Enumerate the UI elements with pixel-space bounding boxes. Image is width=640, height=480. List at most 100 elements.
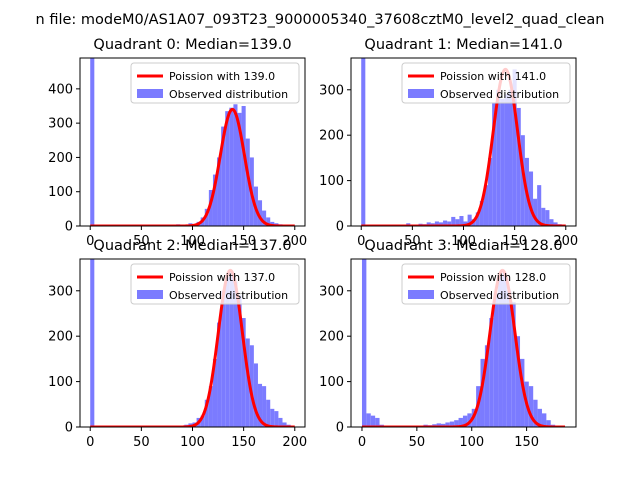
x-tick-label: 100 bbox=[180, 435, 205, 450]
hist-bar bbox=[200, 415, 205, 427]
hist-bar bbox=[480, 358, 485, 427]
hist-bar bbox=[512, 69, 517, 226]
y-tick-label: 200 bbox=[48, 151, 73, 166]
hist-bar bbox=[270, 221, 275, 226]
hist-bar bbox=[266, 399, 271, 427]
hist-bar bbox=[459, 216, 464, 226]
hist-bar bbox=[278, 417, 283, 427]
hist-bar bbox=[533, 399, 538, 427]
hist-bar bbox=[249, 345, 254, 427]
hist-bar bbox=[528, 386, 534, 427]
hist-bar bbox=[479, 201, 484, 226]
hist-bar bbox=[498, 277, 503, 427]
plot-area bbox=[89, 259, 296, 427]
hist-bar bbox=[282, 422, 287, 427]
hist-bar bbox=[262, 210, 267, 226]
hist-bar bbox=[241, 106, 246, 226]
hist-bar bbox=[445, 422, 450, 427]
hist-bar bbox=[253, 363, 258, 427]
hist-bar bbox=[553, 222, 558, 226]
x-tick-label: 200 bbox=[553, 234, 578, 249]
legend-label: Observed distribution bbox=[440, 88, 559, 101]
hist-bar bbox=[533, 198, 538, 226]
legend-hist-swatch bbox=[137, 290, 163, 299]
plot-area bbox=[361, 259, 566, 427]
hist-bar bbox=[257, 200, 263, 226]
hist-bar bbox=[537, 185, 542, 226]
chart-panel-1: 0 50 100 150 200 0 100 200 300 Quadrant 1: Median… bbox=[319, 37, 578, 249]
hist-bar bbox=[233, 104, 238, 226]
hist-bar bbox=[233, 281, 238, 427]
hist-bar bbox=[245, 138, 250, 226]
hist-bar bbox=[436, 423, 441, 427]
legend-box bbox=[401, 62, 571, 104]
hist-bar bbox=[438, 222, 444, 226]
x-tick-label: 200 bbox=[282, 435, 307, 450]
y-tick-label: 300 bbox=[319, 284, 344, 299]
hist-bar bbox=[541, 207, 546, 226]
hist-bar bbox=[361, 259, 367, 427]
hist-bar bbox=[375, 417, 380, 427]
hist-bar bbox=[225, 111, 230, 226]
hist-bar bbox=[434, 221, 439, 226]
hist-bar bbox=[467, 214, 472, 226]
chart-title: Quadrant 2: Median=137.0 bbox=[93, 238, 291, 254]
hist-bar bbox=[241, 318, 246, 427]
hist-bar bbox=[237, 112, 242, 226]
x-tick-label: 100 bbox=[459, 435, 484, 450]
hist-bar bbox=[208, 190, 213, 226]
hist-bar bbox=[545, 210, 550, 226]
hist-bar bbox=[426, 222, 431, 226]
hist-bar bbox=[520, 358, 525, 427]
legend-box bbox=[130, 62, 300, 104]
y-tick-label: 200 bbox=[319, 330, 344, 345]
hist-bar bbox=[237, 295, 242, 427]
hist-bar bbox=[204, 208, 209, 226]
axes-frame bbox=[350, 258, 577, 428]
x-tick-label: 100 bbox=[451, 234, 476, 249]
hist-bar bbox=[492, 103, 497, 226]
hist-bar bbox=[245, 338, 250, 427]
x-tick-label: 0 bbox=[86, 234, 94, 249]
hist-bar bbox=[447, 221, 452, 226]
y-tick-label: 200 bbox=[48, 330, 73, 345]
y-tick-label: 300 bbox=[48, 284, 73, 299]
hist-bar bbox=[506, 290, 512, 427]
hist-bar bbox=[451, 216, 456, 226]
hist-bar bbox=[270, 408, 275, 427]
hist-bar bbox=[493, 293, 499, 427]
y-tick-label: 0 bbox=[336, 220, 344, 235]
hist-bar bbox=[204, 399, 209, 427]
x-tick-label: 100 bbox=[180, 234, 205, 249]
hist-bar bbox=[221, 126, 226, 226]
hist-bar bbox=[90, 58, 95, 226]
legend-hist-swatch bbox=[408, 89, 434, 98]
hist-bar bbox=[455, 219, 460, 226]
x-tick-label: 150 bbox=[514, 435, 539, 450]
x-tick-label: 50 bbox=[133, 234, 150, 249]
x-tick-label: 0 bbox=[358, 435, 366, 450]
hist-bar bbox=[274, 411, 279, 427]
hist-bar bbox=[483, 185, 489, 226]
legend-box bbox=[130, 263, 300, 305]
hist-bar bbox=[504, 94, 509, 226]
x-tick-label: 0 bbox=[86, 435, 94, 450]
x-tick-label: 50 bbox=[404, 234, 421, 249]
legend-label: Observed distribution bbox=[169, 289, 288, 302]
y-tick-label: 100 bbox=[319, 375, 344, 390]
y-tick-label: 100 bbox=[48, 375, 73, 390]
hist-bar bbox=[502, 272, 507, 427]
y-tick-label: 300 bbox=[48, 117, 73, 132]
hist-bar bbox=[528, 171, 534, 226]
hist-bar bbox=[221, 290, 226, 427]
hist-bar bbox=[212, 174, 218, 226]
hist-bar bbox=[266, 217, 271, 226]
y-tick-label: 0 bbox=[65, 421, 73, 436]
hist-bar bbox=[541, 413, 547, 427]
hist-bar bbox=[257, 383, 263, 427]
y-tick-label: 200 bbox=[319, 129, 344, 144]
hist-bar bbox=[217, 157, 222, 226]
y-tick-label: 0 bbox=[65, 220, 73, 235]
legend-label: Observed distribution bbox=[440, 289, 559, 302]
legend-hist-swatch bbox=[408, 290, 434, 299]
